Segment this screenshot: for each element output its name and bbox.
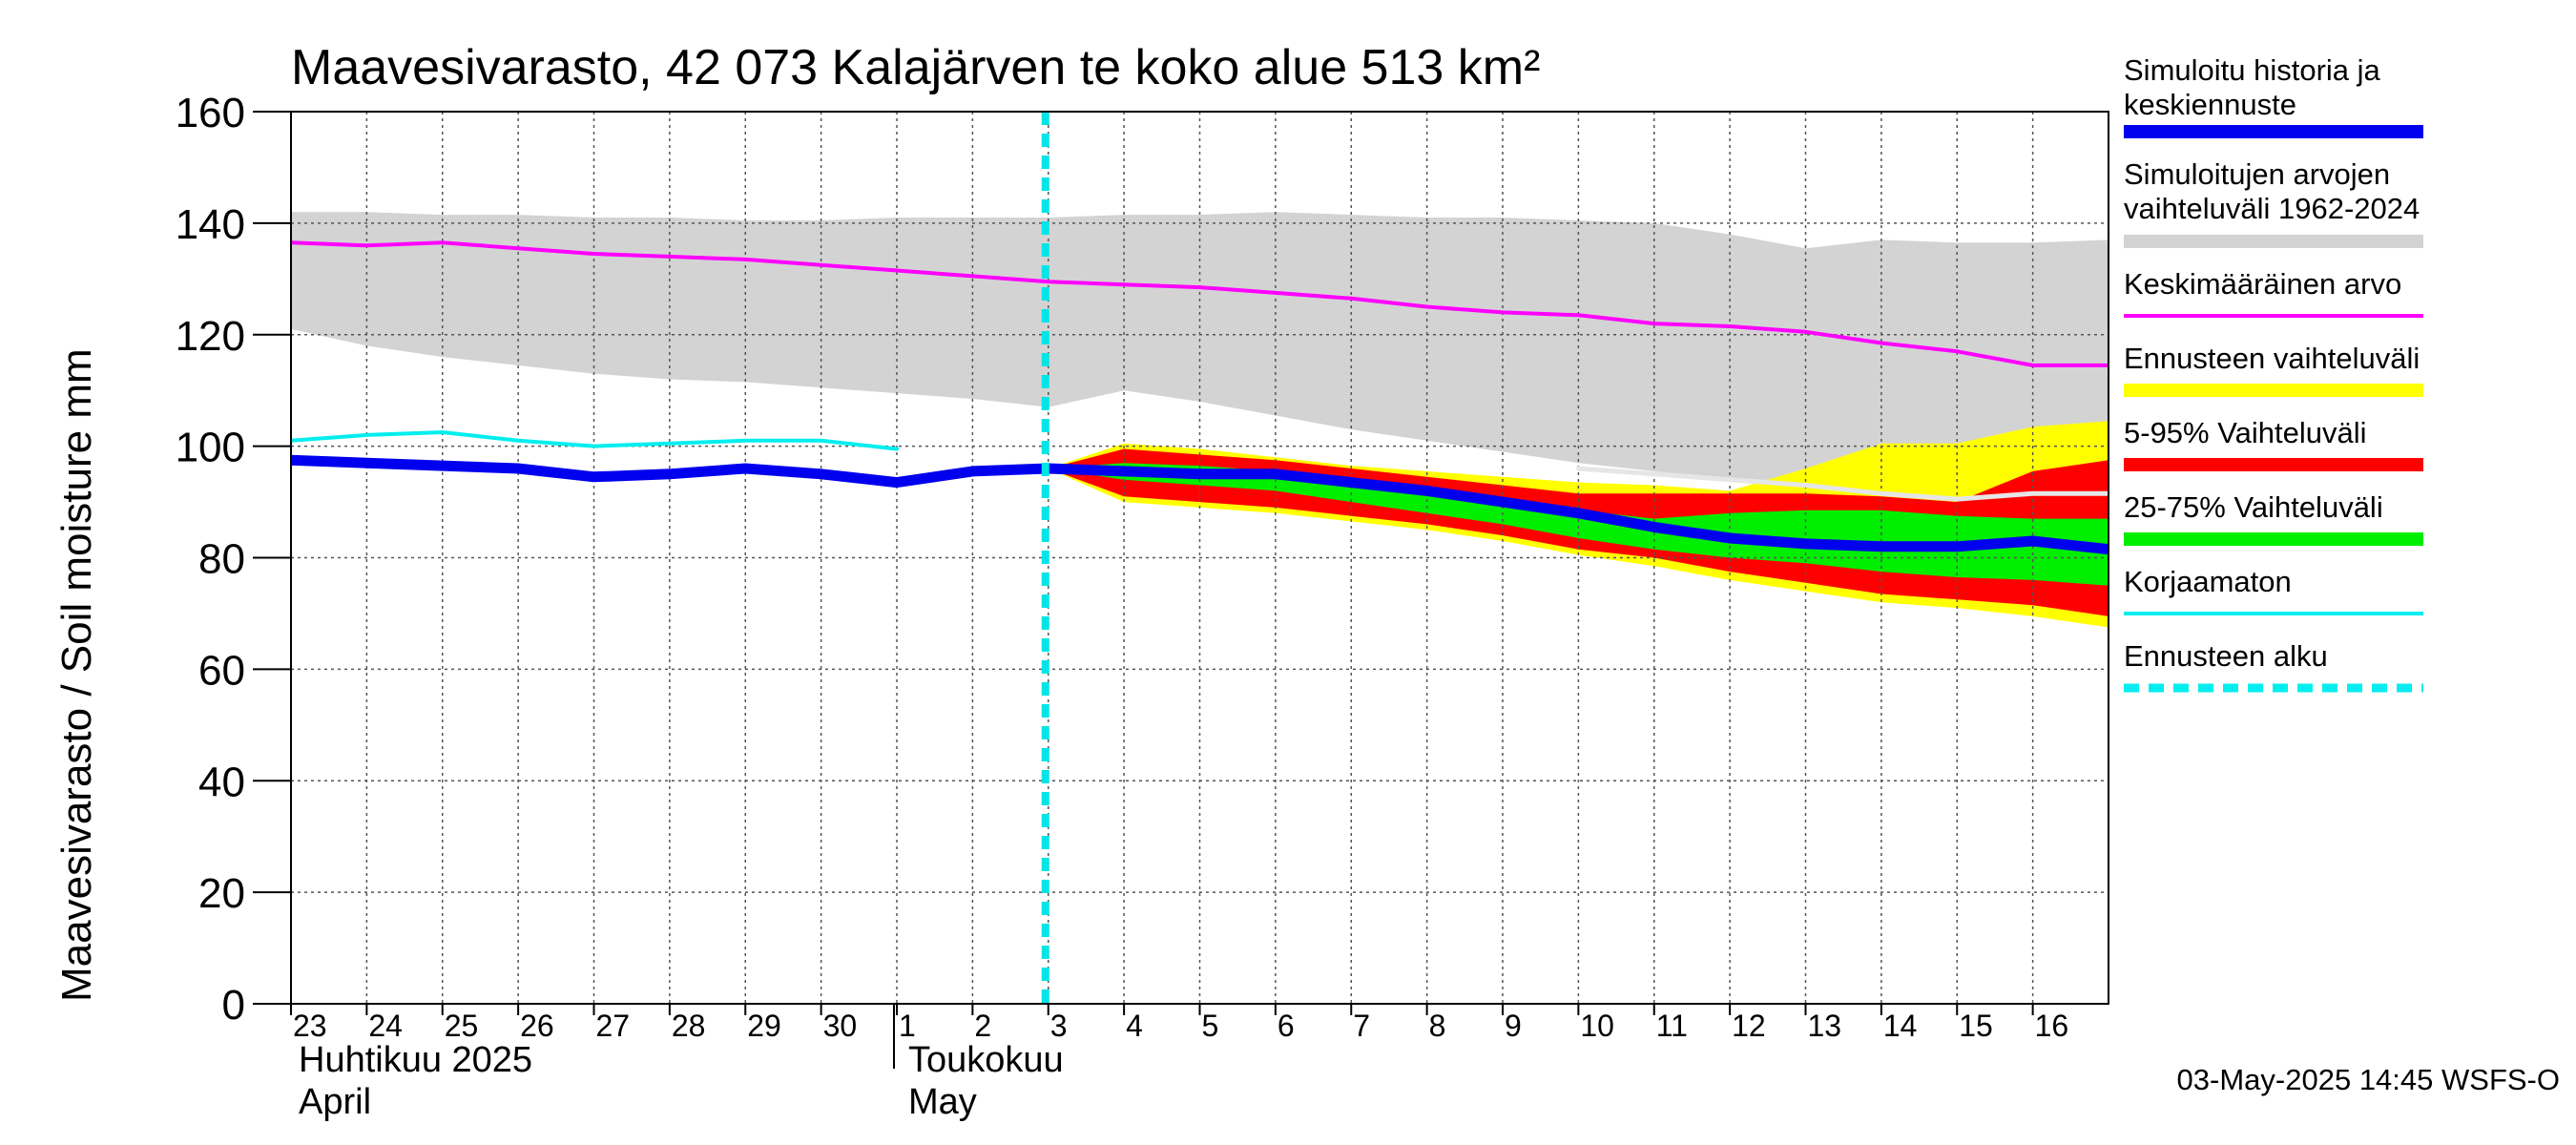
x-tick-label: 16 <box>2035 1009 2069 1043</box>
x-tick-label: 27 <box>596 1009 631 1043</box>
x-tick-label: 9 <box>1505 1009 1522 1043</box>
legend-label: 25-75% Vaihteluväli <box>2124 490 2383 524</box>
x-tick-label: 11 <box>1656 1009 1688 1043</box>
x-tick-label: 12 <box>1732 1009 1766 1043</box>
y-tick-label: 0 <box>222 982 245 1029</box>
legend: Simuloitu historia jakeskiennusteSimuloi… <box>2124 53 2423 693</box>
x-tick-label: 4 <box>1126 1009 1143 1043</box>
series-4-line <box>291 240 2109 367</box>
y-axis-label: Maavesivarasto / Soil moisture mm <box>53 348 100 1002</box>
legend-label: keskiennuste <box>2124 88 2296 121</box>
x-tick-label: 23 <box>293 1009 327 1043</box>
month-label: Huhtikuu 2025 <box>299 1040 532 1080</box>
legend-label: Ennusteen alku <box>2124 639 2328 673</box>
legend-label: Simuloitu historia ja <box>2124 53 2381 87</box>
x-tick-label: 8 <box>1429 1009 1446 1043</box>
x-tick-label: 26 <box>520 1009 554 1043</box>
legend-label: vaihteluväli 1962-2024 <box>2124 192 2420 225</box>
x-tick-label: 5 <box>1202 1009 1219 1043</box>
series-3-band <box>1048 463 2109 586</box>
month-label-en: April <box>299 1082 371 1122</box>
x-tick-label: 7 <box>1353 1009 1370 1043</box>
x-tick-label: 28 <box>672 1009 706 1043</box>
legend-item: Ennusteen vaihteluväli <box>2124 342 2423 397</box>
y-tick-label: 80 <box>198 536 245 583</box>
legend-item: 5-95% Vaihteluväli <box>2124 416 2423 471</box>
month-label: Toukokuu <box>908 1040 1064 1080</box>
x-tick-label: 30 <box>823 1009 858 1043</box>
legend-item: Korjaamaton <box>2124 565 2423 615</box>
legend-label: Keskimääräinen arvo <box>2124 267 2401 301</box>
timestamp: 03-May-2025 14:45 WSFS-O <box>2177 1063 2560 1096</box>
legend-label: Ennusteen vaihteluväli <box>2124 342 2420 375</box>
legend-label: Korjaamaton <box>2124 565 2292 598</box>
x-tick-label: 6 <box>1278 1009 1295 1043</box>
x-tick-label: 14 <box>1883 1009 1918 1043</box>
x-tick-label: 29 <box>747 1009 781 1043</box>
series-5-line <box>1575 466 2109 502</box>
x-tick-label: 25 <box>445 1009 479 1043</box>
x-tick-label: 13 <box>1808 1009 1842 1043</box>
y-tick-label: 40 <box>198 759 245 805</box>
month-label-en: May <box>908 1082 977 1122</box>
series-7-line <box>291 454 2109 555</box>
y-tick-label: 20 <box>198 870 245 917</box>
legend-item: Ennusteen alku <box>2124 639 2423 693</box>
legend-item: Keskimääräinen arvo <box>2124 267 2423 318</box>
y-tick-label: 100 <box>176 425 245 471</box>
line-layer <box>291 240 2109 555</box>
x-tick-label: 24 <box>368 1009 403 1043</box>
y-tick-label: 60 <box>198 647 245 694</box>
x-tick-label: 3 <box>1050 1009 1068 1043</box>
x-tick-label: 1 <box>899 1009 916 1043</box>
series-6-line <box>291 430 899 451</box>
y-tick-label: 160 <box>176 90 245 136</box>
chart-title: Maavesivarasto, 42 073 Kalajärven te kok… <box>291 40 1540 95</box>
legend-label: Simuloitujen arvojen <box>2124 157 2390 191</box>
legend-label: 5-95% Vaihteluväli <box>2124 416 2366 449</box>
x-tick-label: 2 <box>974 1009 991 1043</box>
x-tick-label: 15 <box>1959 1009 1993 1043</box>
x-tick-label: 10 <box>1580 1009 1614 1043</box>
legend-item: 25-75% Vaihteluväli <box>2124 490 2423 546</box>
y-tick-label: 140 <box>176 201 245 248</box>
y-tick-label: 120 <box>176 313 245 360</box>
